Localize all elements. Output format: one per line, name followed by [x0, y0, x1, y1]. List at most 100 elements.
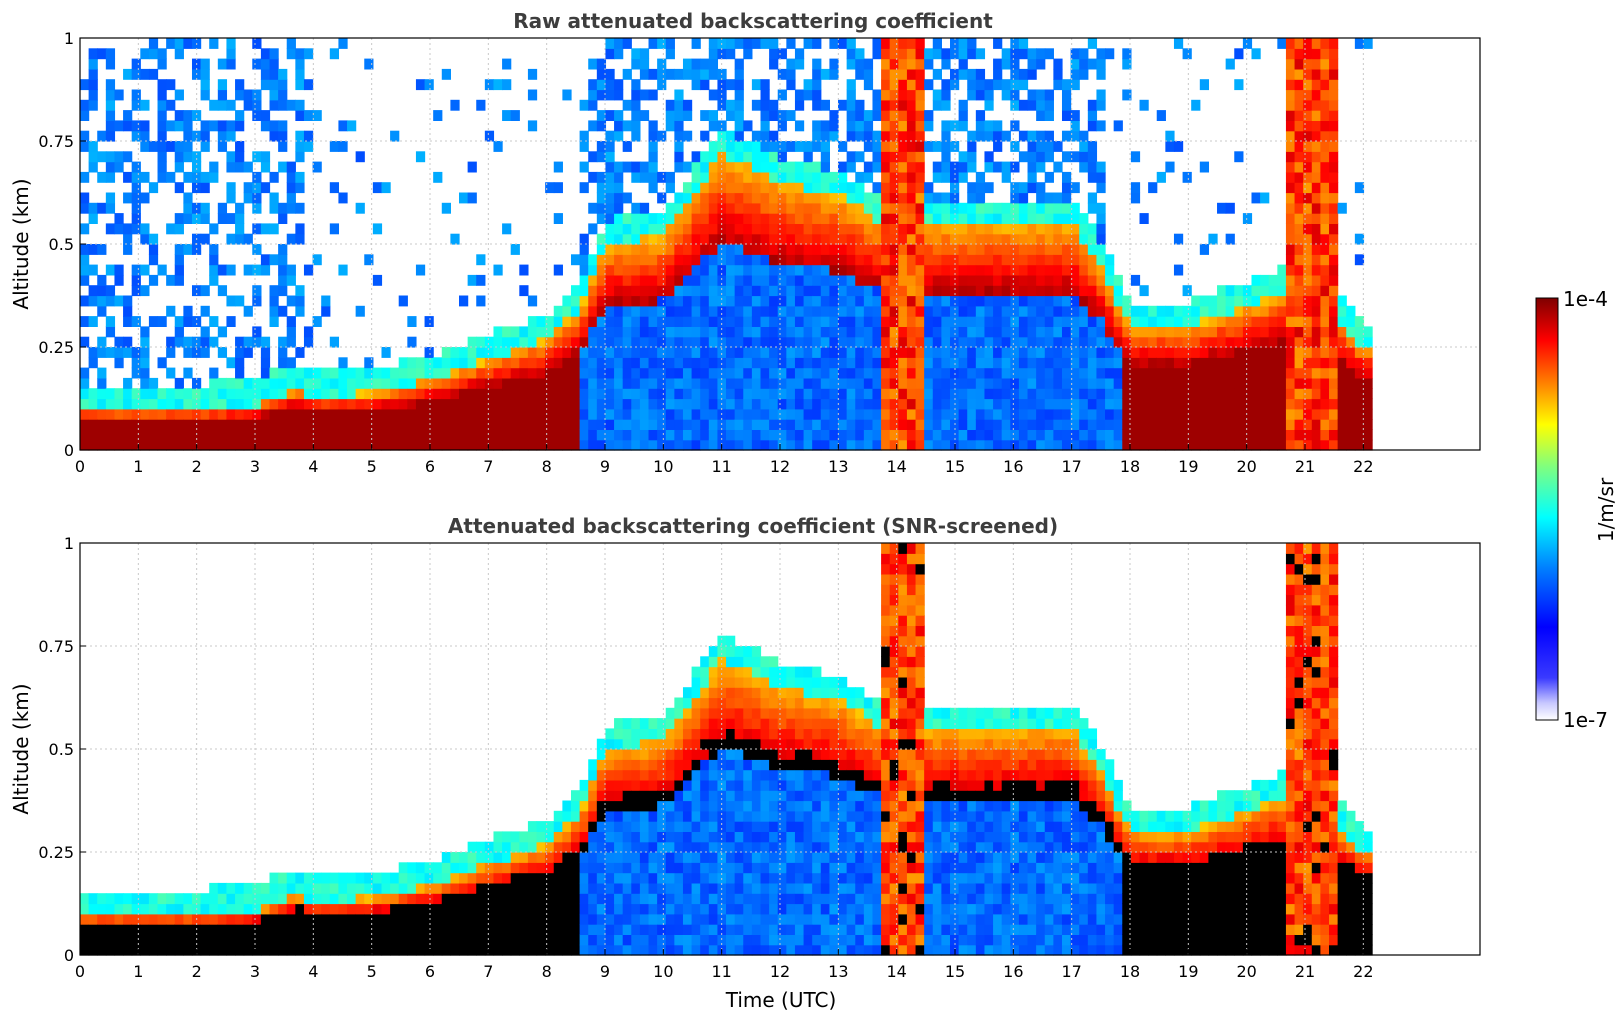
heatmap-cell — [743, 120, 753, 132]
heatmap-cell — [579, 326, 589, 338]
heatmap-cell — [1320, 161, 1330, 173]
heatmap-cell — [398, 439, 408, 451]
heatmap-cell — [545, 377, 555, 389]
heatmap-cell — [915, 171, 925, 183]
heatmap-cell — [648, 738, 658, 750]
heatmap-cell — [717, 841, 727, 853]
heatmap-cell — [1070, 367, 1080, 379]
heatmap-cell — [1285, 110, 1296, 121]
heatmap-cell — [588, 759, 598, 771]
heatmap-cell — [1036, 213, 1046, 224]
heatmap-cell — [1113, 388, 1123, 400]
heatmap-cell — [1087, 58, 1098, 70]
heatmap-cell — [769, 192, 779, 204]
heatmap-cell — [1260, 347, 1270, 358]
heatmap-cell — [682, 295, 693, 307]
heatmap-cell — [726, 728, 736, 740]
heatmap-cell — [1329, 130, 1339, 142]
heatmap-cell — [1130, 357, 1141, 369]
heatmap-cell — [1087, 408, 1098, 420]
heatmap-cell — [648, 130, 658, 142]
heatmap-cell — [820, 429, 830, 441]
heatmap-cell — [691, 707, 701, 719]
heatmap-cell — [114, 213, 124, 224]
heatmap-cell — [717, 810, 727, 822]
heatmap-cell — [648, 151, 658, 163]
heatmap-cell — [312, 893, 322, 905]
heatmap-cell — [588, 810, 598, 822]
heatmap-cell — [148, 274, 159, 286]
heatmap-cell — [743, 151, 753, 163]
heatmap-cell — [622, 99, 632, 111]
heatmap-cell — [295, 377, 305, 389]
heatmap-cell — [1234, 295, 1244, 307]
heatmap-cell — [1001, 357, 1011, 369]
x-tick-label: 15 — [945, 457, 965, 476]
heatmap-cell — [1148, 388, 1158, 400]
heatmap-cell — [278, 439, 288, 451]
heatmap-cell — [1311, 192, 1321, 204]
heatmap-cell — [941, 99, 951, 111]
heatmap-cell — [648, 924, 658, 935]
heatmap-cell — [700, 151, 710, 163]
heatmap-cell — [1191, 316, 1201, 327]
heatmap-cell — [372, 903, 383, 915]
heatmap-cell — [467, 893, 477, 905]
heatmap-cell — [812, 357, 822, 369]
heatmap-cell — [1182, 171, 1192, 183]
heatmap-cell — [1346, 316, 1356, 327]
heatmap-cell — [579, 934, 589, 946]
heatmap-cell — [157, 151, 167, 163]
heatmap-cell — [148, 254, 159, 266]
heatmap-cell — [605, 934, 615, 946]
heatmap-cell — [553, 408, 563, 420]
heatmap-cell — [1130, 305, 1141, 317]
heatmap-cell — [1329, 120, 1339, 132]
heatmap-cell — [829, 254, 839, 266]
heatmap-cell — [648, 141, 658, 152]
heatmap-cell — [855, 295, 865, 307]
heatmap-cell — [614, 738, 624, 750]
heatmap-cell — [1018, 48, 1029, 60]
heatmap-cell — [708, 728, 719, 740]
heatmap-cell — [605, 264, 615, 276]
heatmap-cell — [984, 316, 994, 327]
heatmap-cell — [846, 316, 856, 327]
heatmap-cell — [527, 934, 538, 946]
heatmap-cell — [1044, 408, 1054, 420]
heatmap-cell — [1217, 316, 1227, 327]
heatmap-cell — [596, 831, 607, 843]
heatmap-cell — [278, 130, 288, 142]
heatmap-cell — [605, 924, 615, 935]
heatmap-cell — [674, 429, 684, 441]
heatmap-cell — [631, 58, 641, 70]
heatmap-cell — [398, 429, 408, 441]
heatmap-cell — [915, 357, 925, 369]
heatmap-cell — [881, 38, 891, 49]
heatmap-cell — [648, 89, 658, 101]
heatmap-cell — [562, 398, 572, 410]
heatmap-cell — [1096, 213, 1106, 224]
heatmap-cell — [527, 89, 538, 101]
heatmap-cell — [665, 419, 675, 430]
heatmap-cell — [657, 171, 667, 183]
heatmap-cell — [605, 182, 615, 194]
heatmap-cell — [286, 419, 296, 430]
heatmap-cell — [390, 872, 400, 884]
heatmap-cell — [769, 439, 779, 451]
heatmap-cell — [975, 419, 986, 430]
heatmap-cell — [131, 924, 141, 935]
heatmap-cell — [932, 357, 942, 369]
heatmap-cell — [1303, 357, 1313, 369]
heatmap-cell — [527, 903, 538, 915]
heatmap-cell — [484, 408, 495, 420]
heatmap-cell — [906, 151, 917, 163]
heatmap-cell — [1061, 398, 1072, 410]
heatmap-cell — [1044, 89, 1054, 101]
heatmap-cell — [1294, 439, 1304, 451]
heatmap-cell — [889, 357, 899, 369]
heatmap-cell — [915, 141, 925, 152]
heatmap-cell — [596, 893, 607, 905]
heatmap-cell — [321, 913, 331, 925]
heatmap-cell — [1148, 419, 1158, 430]
